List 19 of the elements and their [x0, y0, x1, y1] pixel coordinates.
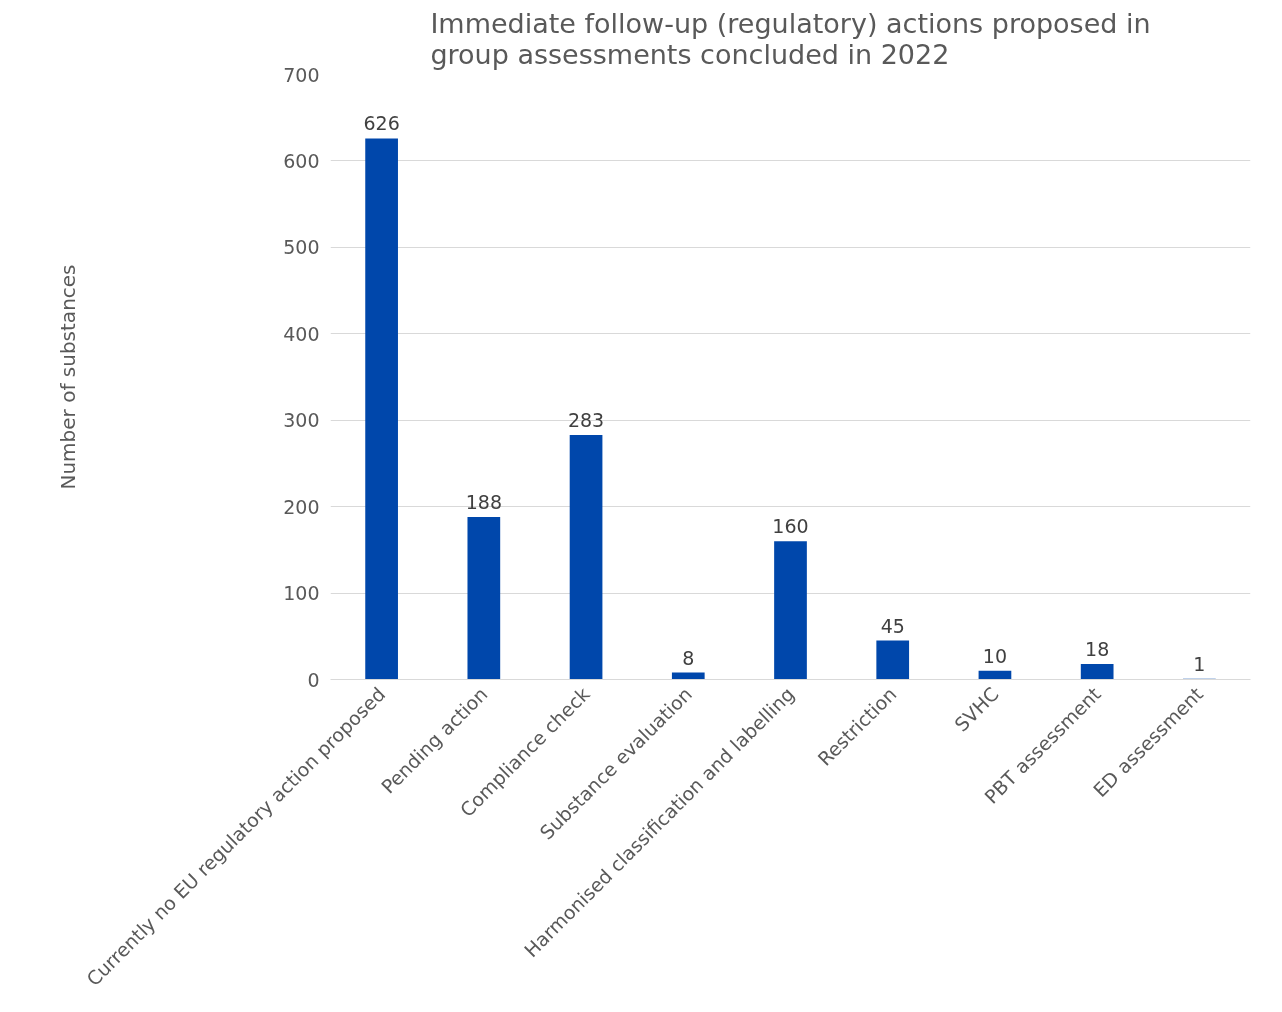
- y-tick-label: 300: [283, 409, 320, 432]
- data-label: 1: [1193, 652, 1206, 675]
- y-tick-label: 700: [283, 63, 320, 86]
- data-label: 188: [465, 491, 502, 514]
- y-tick-label: 200: [283, 495, 320, 518]
- data-label: 10: [982, 644, 1008, 667]
- y-axis-title: Number of substances: [56, 264, 81, 490]
- data-label: 8: [682, 646, 695, 669]
- data-label: 45: [880, 614, 905, 637]
- y-tick-label: 500: [283, 236, 320, 259]
- y-tick-label: 100: [283, 582, 320, 605]
- y-tick-label: 0: [307, 668, 320, 691]
- data-label: 283: [567, 408, 605, 431]
- y-tick-label: 400: [283, 322, 320, 345]
- data-label: 18: [1085, 637, 1110, 660]
- data-label: 626: [363, 112, 400, 135]
- data-label: 160: [772, 515, 809, 538]
- chart-title: Immediate follow-up (regulatory) actions proposed in group assessments concluded in 2022: [430, 7, 1151, 70]
- y-tick-label: 600: [283, 149, 320, 172]
